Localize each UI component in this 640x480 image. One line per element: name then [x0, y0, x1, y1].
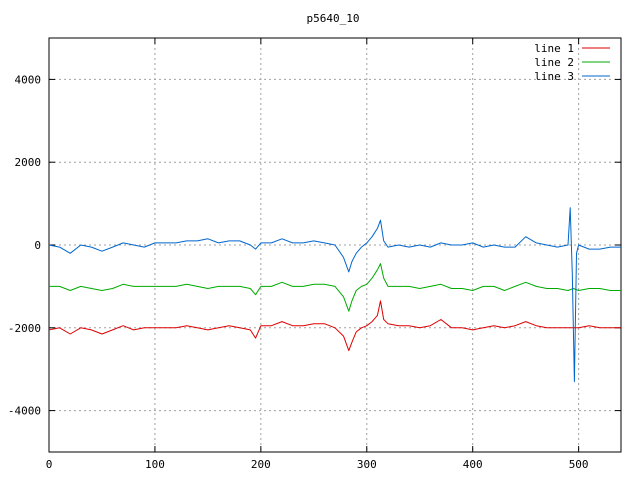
x-tick-label: 100: [145, 458, 165, 471]
series-line-1: [48, 300, 621, 352]
legend-label-1: line 1: [534, 42, 574, 55]
legend-label-2: line 2: [534, 56, 574, 69]
x-tick-label: 300: [357, 458, 377, 471]
x-tick-label: 0: [46, 458, 53, 471]
x-tick-label: 500: [569, 458, 589, 471]
y-tick-label: -4000: [8, 405, 41, 418]
x-tick-label: 200: [251, 458, 271, 471]
series-line-3: [48, 207, 621, 383]
series-lines: [48, 207, 621, 383]
y-tick-label: 0: [34, 239, 41, 252]
chart-title: p5640_10: [307, 12, 360, 25]
x-tick-label: 400: [463, 458, 483, 471]
legend-label-3: line 3: [534, 70, 574, 83]
y-tick-label: 2000: [15, 156, 42, 169]
y-tick-label: 4000: [15, 73, 42, 86]
series-line-2: [49, 263, 621, 312]
tick-labels: 0 100 200 300 400 500 -4000 -2000 0 2000 4000: [8, 73, 589, 471]
y-tick-label: -2000: [8, 322, 41, 335]
